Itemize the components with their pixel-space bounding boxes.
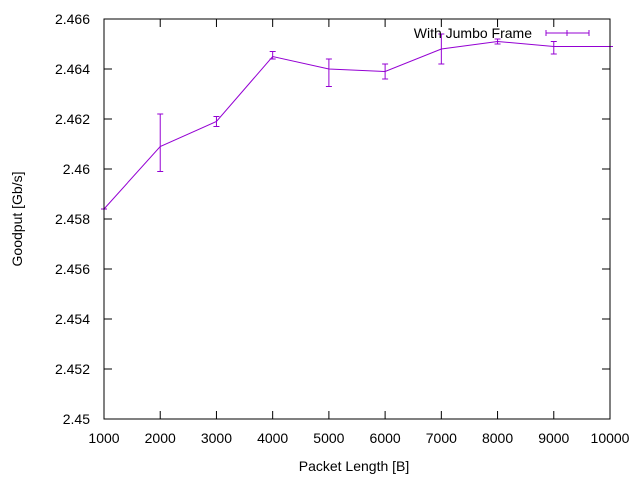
y-tick-label: 2.462 [55,111,90,127]
data-point [550,41,557,55]
y-tick-labels: 2.45 2.452 2.454 2.456 2.458 2.46 2.462 2.464 2.… [55,11,90,427]
series-line [103,40,610,210]
legend-sample-line [545,30,590,36]
legend-label: With Jumbo Frame [414,25,532,41]
data-series [101,33,613,210]
data-point [382,63,389,80]
y-tick-label: 2.456 [55,261,90,277]
y-tick-label: 2.466 [55,11,90,27]
x-tick-label: 2000 [145,430,176,446]
x-tick-label: 10000 [591,430,630,446]
y-tick-label: 2.45 [63,411,90,427]
y-axis-label: Goodput [Gb/s] [9,172,25,267]
y-tick-label: 2.454 [55,311,90,327]
data-point [494,38,501,45]
data-point [269,51,276,60]
x-tick-label: 4000 [257,430,288,446]
data-point [438,33,445,65]
x-tick-label: 9000 [538,430,569,446]
x-tick-label: 1000 [88,430,119,446]
x-tick-label: 7000 [426,430,457,446]
y-tick-label: 2.458 [55,211,90,227]
data-point [157,113,164,172]
x-tick-label: 6000 [370,430,401,446]
x-tick-label: 5000 [313,430,344,446]
x-tick-label: 3000 [201,430,232,446]
y-tick-label: 2.46 [63,161,90,177]
x-tick-label: 8000 [482,430,513,446]
axis-ticks [103,18,611,420]
y-tick-label: 2.452 [55,361,90,377]
x-tick-labels: 1000 2000 3000 4000 5000 6000 7000 8000 9000 1000… [88,430,629,446]
x-axis-label: Packet Length [B] [299,458,410,474]
data-point [325,58,332,87]
legend: With Jumbo Frame [414,25,590,41]
plot-area-border [103,18,611,420]
data-point [213,116,220,127]
y-tick-label: 2.464 [55,61,90,77]
